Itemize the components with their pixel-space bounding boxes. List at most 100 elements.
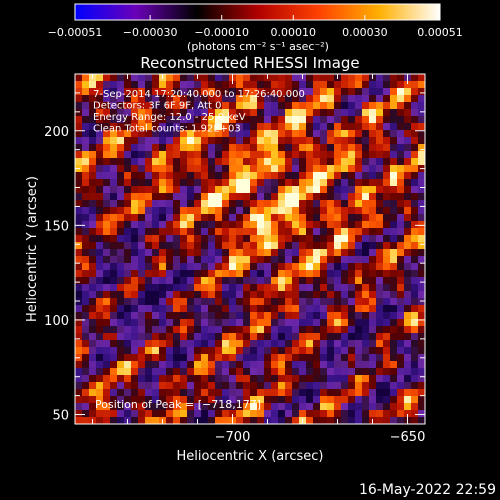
heatmap-cell <box>292 144 300 152</box>
heatmap-cell <box>334 256 342 264</box>
heatmap-cell <box>173 263 181 271</box>
heatmap-cell <box>299 298 307 306</box>
heatmap-cell <box>152 95 160 103</box>
heatmap-cell <box>194 298 202 306</box>
heatmap-cell <box>145 319 153 327</box>
heatmap-cell <box>278 179 286 187</box>
heatmap-cell <box>306 396 314 404</box>
heatmap-cell <box>306 347 314 355</box>
heatmap-cell <box>75 340 83 348</box>
heatmap-cell <box>390 186 398 194</box>
heatmap-cell <box>82 172 90 180</box>
heatmap-cell <box>285 235 293 243</box>
heatmap-cell <box>89 235 97 243</box>
heatmap-cell <box>264 102 272 110</box>
heatmap-cell <box>222 235 230 243</box>
heatmap-cell <box>222 102 230 110</box>
heatmap-cell <box>341 123 349 131</box>
heatmap-cell <box>243 186 251 194</box>
heatmap-cell <box>152 291 160 299</box>
heatmap-cell <box>313 263 321 271</box>
heatmap-cell <box>243 354 251 362</box>
heatmap-cell <box>411 109 419 117</box>
heatmap-cell <box>285 109 293 117</box>
heatmap-cell <box>110 389 118 397</box>
heatmap-cell <box>180 193 188 201</box>
heatmap-cell <box>215 158 223 166</box>
heatmap-cell <box>89 319 97 327</box>
heatmap-cell <box>187 123 195 131</box>
heatmap-cell <box>383 172 391 180</box>
heatmap-cell <box>138 207 146 215</box>
heatmap-cell <box>124 389 132 397</box>
heatmap-cell <box>215 242 223 250</box>
heatmap-cell <box>348 396 356 404</box>
heatmap-cell <box>82 403 90 411</box>
heatmap-cell <box>201 298 209 306</box>
heatmap-cell <box>348 144 356 152</box>
heatmap-cell <box>278 165 286 173</box>
heatmap-cell <box>208 382 216 390</box>
heatmap-cell <box>75 158 83 166</box>
heatmap-cell <box>89 186 97 194</box>
heatmap-cell <box>250 298 258 306</box>
heatmap-cell <box>271 319 279 327</box>
heatmap-cell <box>264 235 272 243</box>
heatmap-cell <box>257 179 265 187</box>
heatmap-cell <box>278 242 286 250</box>
heatmap-cell <box>348 410 356 418</box>
heatmap-cell <box>292 354 300 362</box>
heatmap-cell <box>96 340 104 348</box>
heatmap-cell <box>411 179 419 187</box>
heatmap-cell <box>257 102 265 110</box>
heatmap-cell <box>229 186 237 194</box>
heatmap-cell <box>250 109 258 117</box>
heatmap-cell <box>397 319 405 327</box>
heatmap-cell <box>173 354 181 362</box>
heatmap-cell <box>131 270 139 278</box>
heatmap-cell <box>152 417 160 424</box>
heatmap-cell <box>194 116 202 124</box>
heatmap-cell <box>292 214 300 222</box>
heatmap-cell <box>355 102 363 110</box>
heatmap-cell <box>390 410 398 418</box>
heatmap-cell <box>369 186 377 194</box>
heatmap-cell <box>215 88 223 96</box>
heatmap-cell <box>96 88 104 96</box>
heatmap-cell <box>418 375 425 383</box>
heatmap-cell <box>103 256 111 264</box>
heatmap-cell <box>285 193 293 201</box>
heatmap-cell <box>89 144 97 152</box>
heatmap-cell <box>383 333 391 341</box>
heatmap-cell <box>299 179 307 187</box>
heatmap-cell <box>229 179 237 187</box>
heatmap-cell <box>313 95 321 103</box>
heatmap-cell <box>334 158 342 166</box>
heatmap-cell <box>96 249 104 257</box>
colorbar-tick-label: 0.00030 <box>342 26 388 39</box>
heatmap-cell <box>138 109 146 117</box>
heatmap-cell <box>404 263 412 271</box>
heatmap-cell <box>187 270 195 278</box>
heatmap-cell <box>89 172 97 180</box>
heatmap-cell <box>264 221 272 229</box>
heatmap-cell <box>236 277 244 285</box>
heatmap-cell <box>208 130 216 138</box>
heatmap-cell <box>159 186 167 194</box>
heatmap-cell <box>194 410 202 418</box>
heatmap-cell <box>103 347 111 355</box>
heatmap-cell <box>334 375 342 383</box>
heatmap-cell <box>292 403 300 411</box>
heatmap-cell <box>180 389 188 397</box>
heatmap-cell <box>250 193 258 201</box>
heatmap-cell <box>397 291 405 299</box>
heatmap-cell <box>75 242 83 250</box>
heatmap-cell <box>327 305 335 313</box>
heatmap-cell <box>166 242 174 250</box>
heatmap-cell <box>334 235 342 243</box>
heatmap-cell <box>271 256 279 264</box>
heatmap-cell <box>348 165 356 173</box>
heatmap-cell <box>194 340 202 348</box>
heatmap-cell <box>145 137 153 145</box>
heatmap-cell <box>257 368 265 376</box>
